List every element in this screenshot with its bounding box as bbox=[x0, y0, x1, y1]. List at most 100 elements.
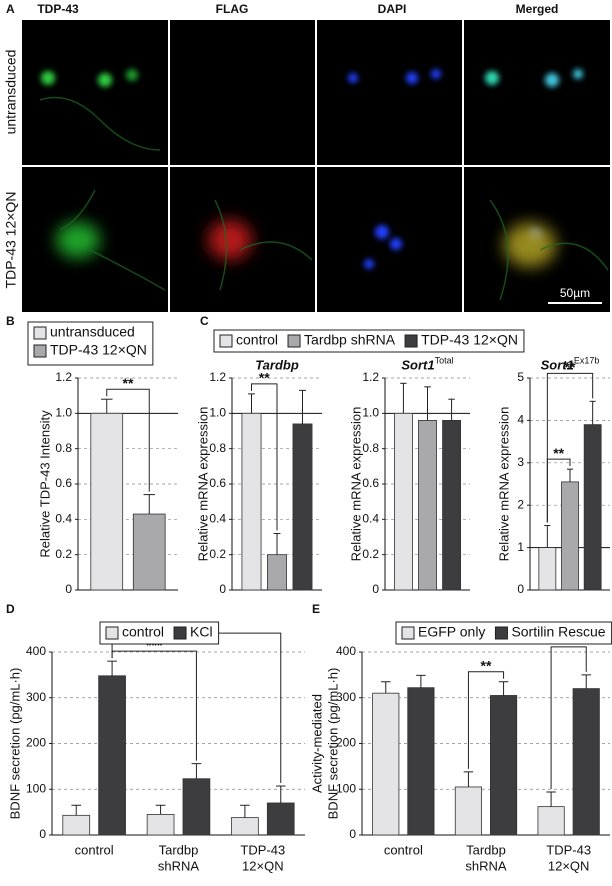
bar bbox=[489, 695, 518, 836]
legend-box bbox=[99, 621, 220, 645]
y-tick-label: 0.4 bbox=[362, 512, 379, 526]
legend-swatch bbox=[404, 334, 418, 348]
bar bbox=[537, 806, 565, 836]
bar bbox=[454, 786, 483, 836]
bar bbox=[572, 688, 600, 836]
y-tick-label: 0.4 bbox=[55, 512, 72, 526]
y-tick-label: 0.4 bbox=[209, 512, 226, 526]
error-bar bbox=[248, 393, 255, 414]
bar bbox=[267, 554, 287, 591]
y-axis-label: Relative mRNA expression bbox=[195, 407, 210, 562]
error-bar bbox=[416, 674, 426, 688]
y-tick-label: 1.0 bbox=[209, 406, 226, 420]
column-header: TDP-43 bbox=[37, 2, 79, 16]
bar bbox=[418, 419, 437, 591]
panel-letter: E bbox=[312, 602, 320, 616]
y-tick-label: 1.0 bbox=[362, 406, 379, 420]
legend-swatch bbox=[173, 626, 187, 640]
error-bar bbox=[381, 681, 391, 694]
panel-letter: C bbox=[200, 314, 209, 328]
bar bbox=[393, 412, 413, 591]
significance-label: ** bbox=[481, 657, 492, 673]
row-label: untransduced bbox=[3, 50, 19, 135]
legend-label: KCl bbox=[190, 624, 213, 640]
legend-label: EGFP only bbox=[418, 624, 485, 640]
scale-bar-label: 50µm bbox=[560, 286, 590, 300]
error-bar bbox=[463, 771, 474, 787]
legend-label: Sortilin Rescue bbox=[511, 624, 605, 640]
bar bbox=[266, 802, 295, 836]
bar bbox=[407, 687, 435, 836]
bar bbox=[132, 513, 166, 591]
error-bar bbox=[101, 398, 113, 414]
error-bar bbox=[299, 389, 306, 424]
micrographs bbox=[22, 20, 610, 312]
error-bar bbox=[143, 494, 155, 515]
y-tick-label: 0.8 bbox=[362, 441, 379, 455]
bar bbox=[182, 778, 211, 836]
bar bbox=[538, 547, 557, 591]
error-bar bbox=[240, 804, 250, 818]
legend-label: TDP-43 12×QN bbox=[421, 332, 518, 348]
legend-swatch bbox=[33, 326, 47, 340]
x-tick-label: 12×QN bbox=[548, 858, 590, 873]
y-tick-label: 0.2 bbox=[209, 547, 226, 561]
y-tick-label: 400 bbox=[26, 644, 46, 658]
x-tick-label: TDP-43 bbox=[240, 842, 285, 857]
y-tick-label: 1.2 bbox=[55, 370, 72, 384]
bar bbox=[62, 814, 91, 836]
significance-label: ** bbox=[553, 445, 564, 461]
error-bar bbox=[544, 525, 551, 548]
bar bbox=[372, 692, 400, 836]
significance-bracket bbox=[251, 383, 278, 531]
y-axis-label: BDNF secretion (pg/mL·h) bbox=[7, 668, 22, 820]
y-axis-label: Relative TDP-43 Intensity bbox=[37, 410, 52, 558]
x-tick-label: TDP-43 bbox=[546, 842, 591, 857]
y-tick-label: 200 bbox=[26, 736, 46, 750]
legend-swatch bbox=[219, 334, 233, 348]
column-header: FLAG bbox=[216, 2, 249, 16]
legend-swatch bbox=[401, 626, 415, 640]
significance-bracket bbox=[550, 646, 587, 789]
y-tick-label: 3 bbox=[517, 455, 524, 469]
chart-title: Sort1 bbox=[401, 357, 434, 372]
significance-bracket bbox=[106, 388, 150, 492]
legend-label: Tardbp shRNA bbox=[304, 332, 396, 348]
significance-label: ** bbox=[565, 359, 576, 375]
y-tick-label: 0 bbox=[349, 827, 356, 841]
error-bar bbox=[566, 468, 574, 482]
error-bar bbox=[107, 660, 117, 676]
bar bbox=[90, 412, 124, 591]
chart-title-superscript: Ex17b bbox=[574, 355, 600, 365]
chart-title: Tardbp bbox=[255, 357, 299, 372]
error-bar bbox=[581, 674, 591, 689]
y-tick-label: 300 bbox=[26, 690, 46, 704]
x-tick-label: 12×QN bbox=[242, 858, 284, 873]
y-tick-label: 0 bbox=[372, 582, 379, 596]
y-tick-label: 1.2 bbox=[209, 370, 226, 384]
y-tick-label: 1.2 bbox=[362, 370, 379, 384]
y-tick-label: 0.2 bbox=[362, 547, 379, 561]
chart-title: Sort1 bbox=[541, 357, 574, 372]
error-bar bbox=[400, 382, 407, 414]
legend-label: control bbox=[236, 332, 278, 348]
legend-label: untransduced bbox=[50, 324, 135, 340]
y-tick-label: 0.8 bbox=[209, 441, 226, 455]
error-bar bbox=[191, 763, 202, 779]
legend-swatch bbox=[105, 626, 119, 640]
chart-title-superscript: Total bbox=[435, 355, 454, 365]
significance-bracket bbox=[467, 671, 505, 769]
legend-swatch bbox=[287, 334, 301, 348]
bar bbox=[292, 423, 313, 591]
y-tick-label: 100 bbox=[336, 781, 356, 795]
bar bbox=[442, 419, 462, 591]
bar bbox=[561, 481, 579, 591]
significance-label: ** bbox=[259, 370, 270, 386]
significance-bracket bbox=[546, 372, 594, 523]
bar bbox=[146, 814, 175, 836]
y-tick-label: 5 bbox=[517, 370, 524, 384]
y-tick-label: 2 bbox=[517, 497, 524, 511]
y-tick-label: 0 bbox=[219, 582, 226, 596]
x-tick-label: shRNA bbox=[465, 858, 507, 873]
legend-label: control bbox=[122, 624, 164, 640]
